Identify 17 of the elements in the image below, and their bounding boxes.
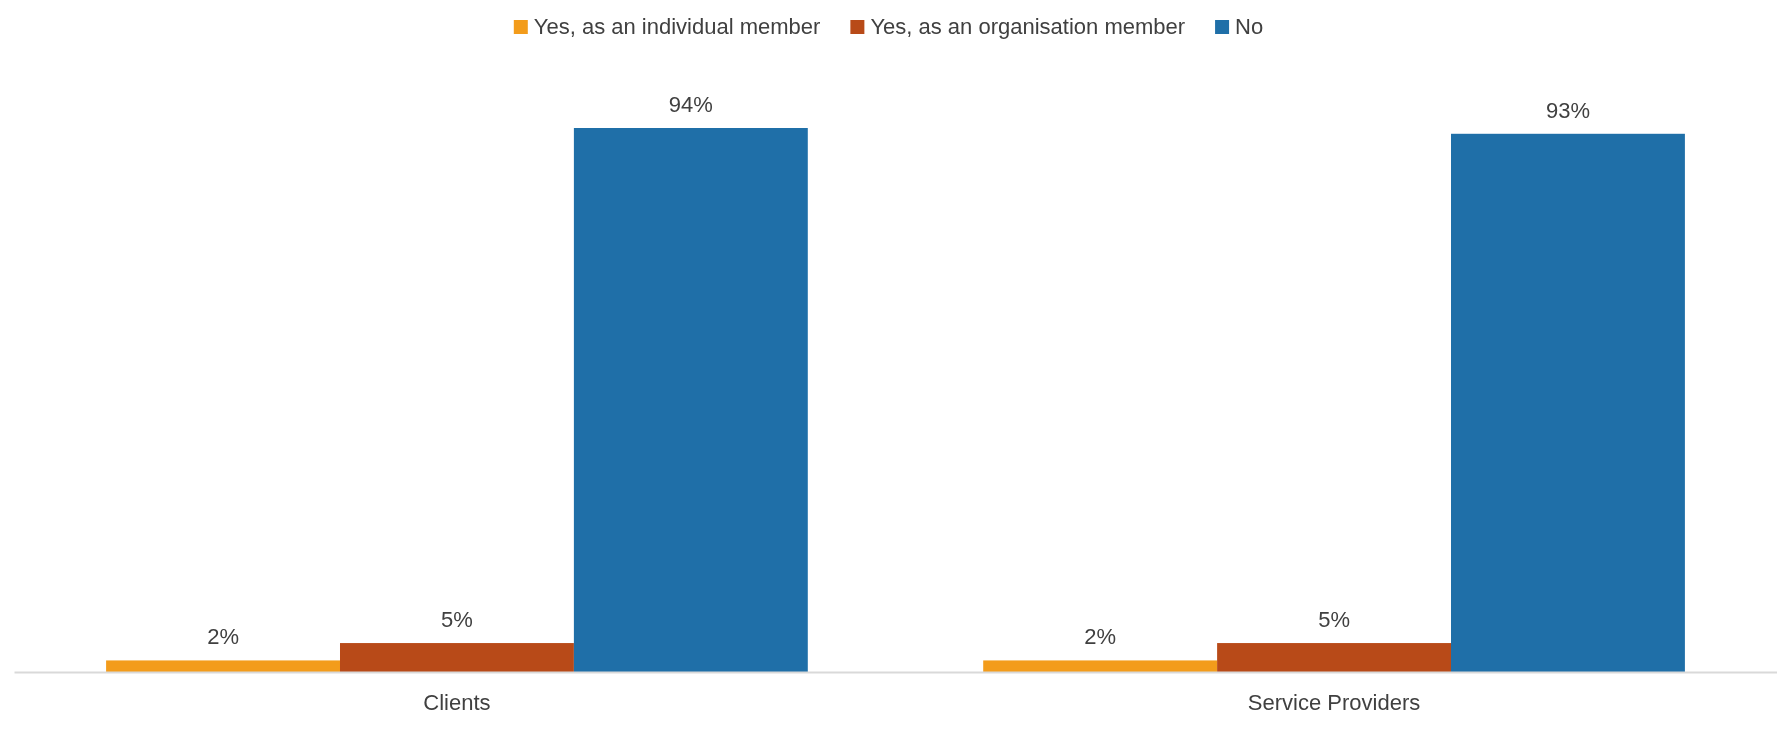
legend-label: Yes, as an individual member	[533, 14, 821, 39]
data-label: 5%	[441, 607, 473, 633]
data-label: 5%	[1318, 607, 1350, 633]
data-label: 2%	[1084, 624, 1117, 650]
bar	[1451, 133, 1685, 672]
bar	[339, 643, 574, 672]
bar	[106, 660, 340, 672]
bar	[573, 128, 808, 672]
x-tick-label: Clients	[423, 690, 491, 716]
legend-label: Yes, as an organisation member	[870, 14, 1186, 39]
legend-label: No	[1235, 14, 1264, 39]
bar	[1217, 643, 1452, 672]
data-label: 94%	[668, 92, 713, 117]
bar	[983, 660, 1218, 672]
data-label: 93%	[1545, 97, 1590, 123]
data-label: 2%	[207, 624, 239, 650]
x-tick-label: Service Providers	[1247, 690, 1421, 716]
